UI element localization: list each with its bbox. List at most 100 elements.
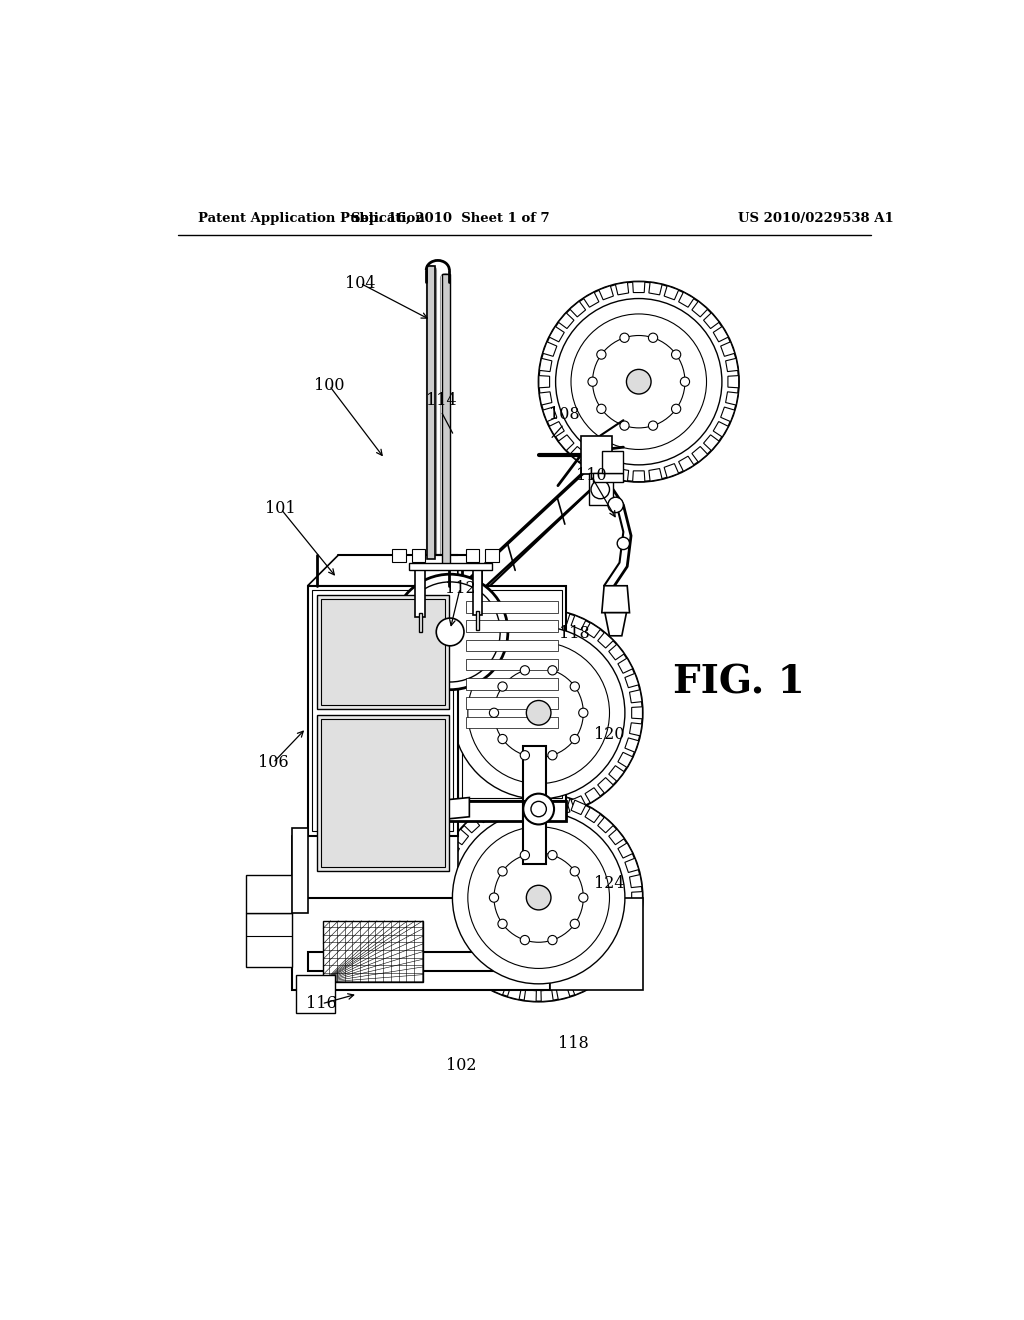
Circle shape <box>579 892 588 903</box>
Polygon shape <box>721 407 735 421</box>
Polygon shape <box>444 659 460 673</box>
Polygon shape <box>473 565 482 615</box>
Text: 106: 106 <box>258 754 289 771</box>
Polygon shape <box>466 640 558 651</box>
Polygon shape <box>598 962 613 978</box>
Polygon shape <box>649 469 663 482</box>
Polygon shape <box>692 446 708 462</box>
Polygon shape <box>617 843 633 858</box>
Polygon shape <box>569 446 586 462</box>
Polygon shape <box>453 829 469 845</box>
Polygon shape <box>438 858 453 873</box>
Polygon shape <box>608 766 625 781</box>
Circle shape <box>548 665 557 675</box>
Polygon shape <box>617 752 633 767</box>
Polygon shape <box>608 950 625 966</box>
Circle shape <box>435 609 643 817</box>
Polygon shape <box>477 973 493 987</box>
Circle shape <box>548 850 557 859</box>
Polygon shape <box>543 407 557 421</box>
Polygon shape <box>464 817 479 833</box>
Polygon shape <box>444 937 460 952</box>
Polygon shape <box>550 898 643 990</box>
Polygon shape <box>633 281 645 293</box>
Circle shape <box>520 936 529 945</box>
Circle shape <box>520 665 529 675</box>
Polygon shape <box>539 376 550 388</box>
Text: 124: 124 <box>594 875 625 892</box>
Polygon shape <box>476 611 479 631</box>
Polygon shape <box>435 875 447 887</box>
Polygon shape <box>585 973 600 987</box>
Polygon shape <box>307 586 458 836</box>
Polygon shape <box>323 921 423 982</box>
Polygon shape <box>462 590 562 797</box>
Circle shape <box>509 869 568 927</box>
Polygon shape <box>523 746 547 821</box>
Polygon shape <box>558 313 574 329</box>
Text: 114: 114 <box>426 392 456 409</box>
Polygon shape <box>543 342 557 356</box>
Polygon shape <box>507 801 521 814</box>
Polygon shape <box>541 990 553 1002</box>
Circle shape <box>489 708 499 718</box>
Polygon shape <box>507 796 521 809</box>
Circle shape <box>435 793 643 1002</box>
Polygon shape <box>541 609 553 620</box>
Polygon shape <box>649 282 663 294</box>
Text: 100: 100 <box>314 378 344 395</box>
Circle shape <box>526 701 551 725</box>
Circle shape <box>606 350 671 414</box>
Polygon shape <box>585 808 600 822</box>
Polygon shape <box>292 836 458 898</box>
Polygon shape <box>453 644 469 660</box>
Polygon shape <box>477 808 493 822</box>
Polygon shape <box>549 421 564 437</box>
Circle shape <box>627 370 651 395</box>
Polygon shape <box>524 990 537 1002</box>
Polygon shape <box>571 615 586 630</box>
Polygon shape <box>466 601 558 612</box>
Polygon shape <box>728 376 738 388</box>
Circle shape <box>672 350 681 359</box>
Polygon shape <box>615 469 629 482</box>
Polygon shape <box>571 981 586 995</box>
Polygon shape <box>630 875 642 887</box>
Polygon shape <box>540 392 552 405</box>
Polygon shape <box>444 843 460 858</box>
Polygon shape <box>630 690 642 702</box>
Polygon shape <box>679 457 694 471</box>
Circle shape <box>570 919 580 928</box>
Polygon shape <box>581 436 611 474</box>
Circle shape <box>392 574 508 689</box>
Polygon shape <box>464 777 479 793</box>
Circle shape <box>526 886 551 909</box>
Circle shape <box>597 404 606 413</box>
Circle shape <box>548 751 557 760</box>
Polygon shape <box>726 358 738 372</box>
Polygon shape <box>556 611 570 624</box>
Polygon shape <box>316 595 449 709</box>
Polygon shape <box>292 898 550 990</box>
Polygon shape <box>625 858 639 873</box>
Polygon shape <box>617 659 633 673</box>
Circle shape <box>556 298 722 465</box>
Polygon shape <box>556 986 570 999</box>
Polygon shape <box>412 549 425 562</box>
Polygon shape <box>307 952 565 970</box>
Circle shape <box>593 335 685 428</box>
Polygon shape <box>584 457 599 471</box>
Polygon shape <box>540 358 552 372</box>
Polygon shape <box>292 829 307 913</box>
Polygon shape <box>632 706 642 719</box>
Text: 102: 102 <box>446 1057 477 1074</box>
Circle shape <box>620 421 629 430</box>
Polygon shape <box>435 723 447 735</box>
Polygon shape <box>466 659 558 671</box>
Circle shape <box>494 853 584 942</box>
Circle shape <box>620 333 629 342</box>
Circle shape <box>520 850 529 859</box>
Polygon shape <box>665 463 679 478</box>
Text: Sep. 16, 2010  Sheet 1 of 7: Sep. 16, 2010 Sheet 1 of 7 <box>351 213 550 224</box>
Polygon shape <box>438 673 453 688</box>
